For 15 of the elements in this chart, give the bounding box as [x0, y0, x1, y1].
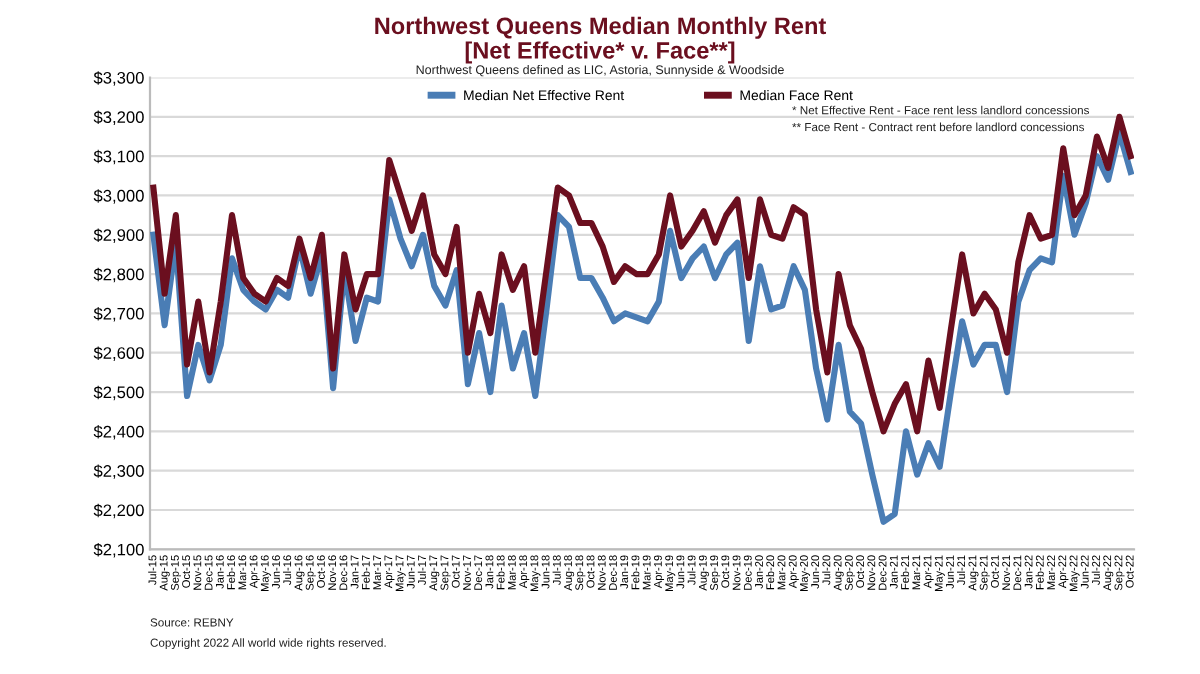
chart-title: Northwest Queens Median Monthly Rent [Net Effective* v. Face**]: [375, 16, 827, 64]
y-tick-label: $2,400: [93, 425, 144, 440]
y-tick-label: $2,300: [93, 464, 144, 479]
y-tick-label: $2,800: [93, 267, 144, 283]
y-tick-label: $2,500: [93, 385, 144, 401]
y-tick-label: $3,300: [93, 71, 144, 86]
y-tick-label: $2,900: [93, 228, 144, 243]
y-tick-label: $3,000: [93, 189, 144, 204]
line-series: [150, 113, 1134, 435]
y-tick-label: $2,700: [93, 307, 144, 322]
y-tick-label: $3,200: [93, 110, 144, 125]
y-tick-label: $3,100: [93, 149, 144, 165]
y-tick-label: $2,600: [93, 346, 144, 361]
y-tick-label: $2,200: [93, 503, 144, 519]
y-tick-label: $2,100: [93, 543, 144, 558]
